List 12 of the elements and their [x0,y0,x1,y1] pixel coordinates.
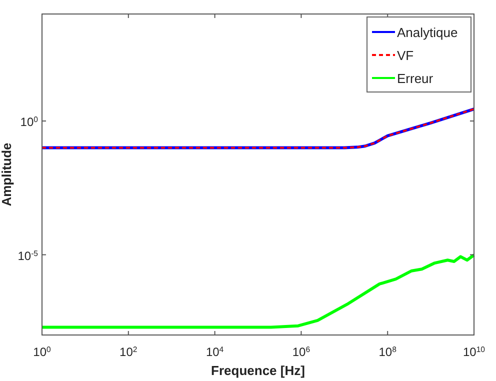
x-tick-label: 10$^{10}$ [462,344,486,359]
x-tick-label: 10$^{0}$ [33,344,52,359]
legend-label: Erreur [397,71,434,86]
x-tick-label: 10$^{2}$ [120,344,138,359]
x-tick-label: 10$^{6}$ [292,344,310,359]
x-tick-label: 10$^{8}$ [378,344,396,359]
legend-label: VF [397,48,414,63]
x-axis-title: Frequence [Hz] [211,363,305,378]
legend-label: Analytique [397,25,458,40]
x-tick-label: 10$^{4}$ [206,344,224,359]
y-axis-title: Amplitude [0,142,14,206]
y-tick-label: 10$^{-5}$ [18,248,39,263]
